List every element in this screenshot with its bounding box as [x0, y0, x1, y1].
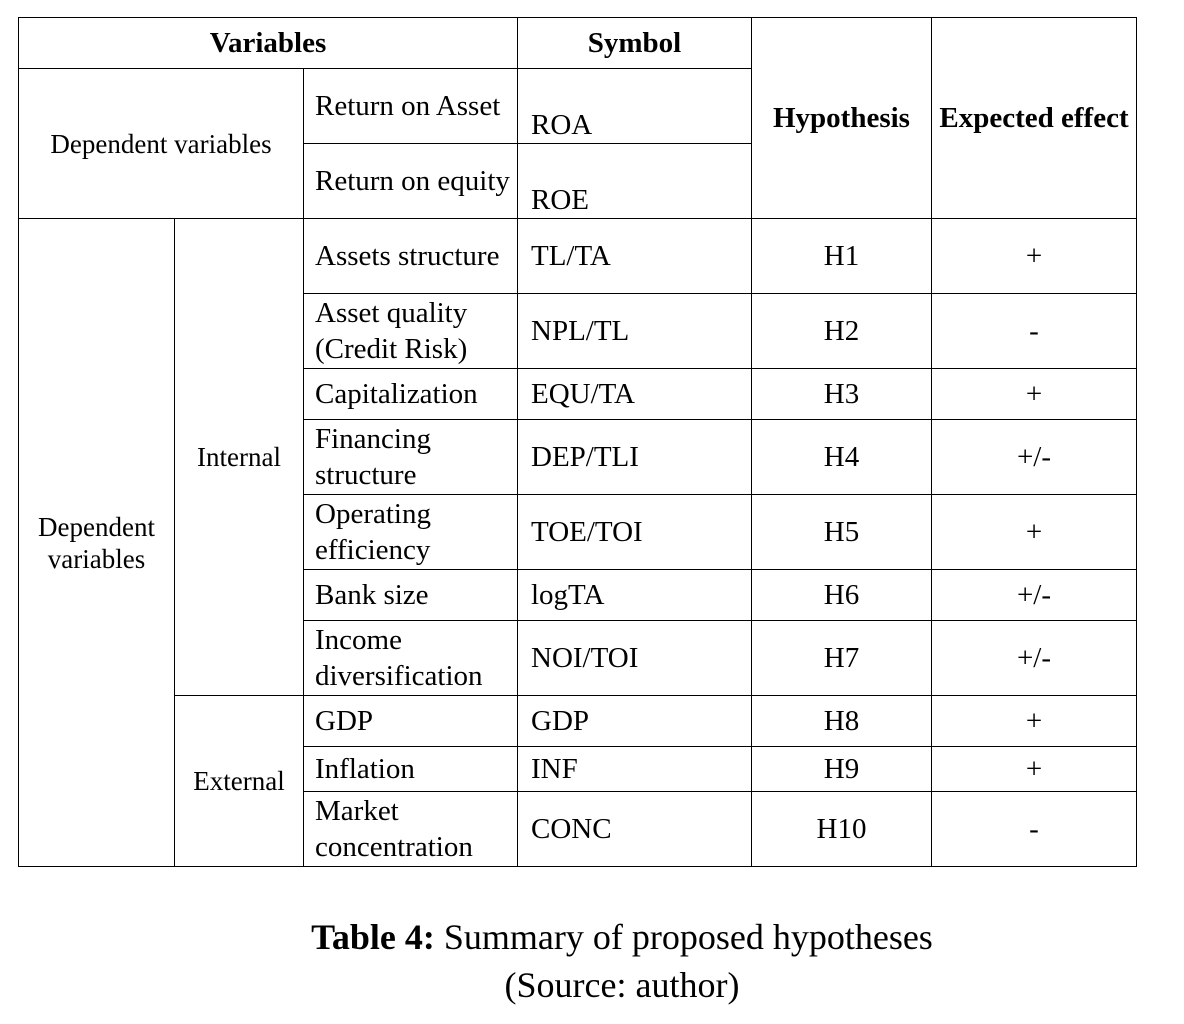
variable-cell: Bank size: [303, 569, 518, 621]
effect-cell: +: [931, 368, 1137, 420]
variable-cell: Asset quality (Credit Risk): [303, 293, 518, 369]
effect-cell: -: [931, 791, 1137, 867]
header-variables: Variables: [18, 17, 518, 69]
effect-cell: +: [931, 695, 1137, 747]
caption-label: Table 4:: [311, 917, 435, 957]
table-row: External GDP GDP H8 +: [19, 695, 1137, 867]
hypothesis-cell: H5: [751, 494, 932, 570]
table-row: Asset quality (Credit Risk) NPL/TL H2 -: [19, 293, 1137, 369]
variable-cell: Capitalization: [303, 368, 518, 420]
effect-cell: +/-: [931, 419, 1137, 495]
symbol-cell: DEP/TLI: [517, 419, 752, 495]
dependent-group-label: Dependent variables: [18, 68, 304, 219]
hypothesis-cell: H3: [751, 368, 932, 420]
variable-cell: Assets structure: [303, 218, 518, 294]
effect-cell: +/-: [931, 620, 1137, 696]
hypothesis-cell: H7: [751, 620, 932, 696]
table-row: Income diversification NOI/TOI H7 +/-: [19, 620, 1137, 696]
symbol-cell: TL/TA: [517, 218, 752, 294]
caption-source: (Source: author): [504, 965, 740, 1005]
variable-cell: Return on equity: [303, 143, 518, 219]
variable-cell: Return on Asset: [303, 68, 518, 144]
variable-cell: Income diversification: [303, 620, 518, 696]
variable-cell: GDP: [303, 695, 518, 747]
symbol-cell: NOI/TOI: [517, 620, 752, 696]
hypothesis-cell: H1: [751, 218, 932, 294]
independent-group-label: Dependent variables: [18, 218, 175, 867]
effect-cell: +: [931, 218, 1137, 294]
effect-cell: -: [931, 293, 1137, 369]
symbol-cell: ROE: [517, 143, 752, 219]
table-caption: Table 4: Summary of proposed hypotheses …: [0, 913, 1184, 1009]
hypothesis-cell: H8: [751, 695, 932, 747]
caption-line: Table 4: Summary of proposed hypotheses: [0, 913, 1184, 961]
table-row: Dependent variables Return on Asset ROA: [18, 68, 1137, 219]
header-expected-effect: Expected effect: [931, 17, 1137, 219]
variable-cell: Inflation: [303, 746, 518, 792]
header-symbol: Symbol: [517, 17, 752, 69]
internal-label: Internal: [174, 218, 304, 696]
header-hypothesis: Hypothesis: [751, 17, 932, 219]
symbol-cell: NPL/TL: [517, 293, 752, 369]
variable-cell: Market concentration: [303, 791, 518, 867]
hypothesis-cell: H4: [751, 419, 932, 495]
symbol-cell: ROA: [517, 68, 752, 144]
variable-cell: Operating efficiency: [303, 494, 518, 570]
table-row: Market concentration CONC H10 -: [19, 791, 1137, 867]
symbol-cell: logTA: [517, 569, 752, 621]
variable-cell: Financing structure: [303, 419, 518, 495]
symbol-cell: GDP: [517, 695, 752, 747]
symbol-cell: CONC: [517, 791, 752, 867]
table-row: Financing structure DEP/TLI H4 +/-: [19, 419, 1137, 495]
hypothesis-cell: H6: [751, 569, 932, 621]
external-label: External: [174, 695, 304, 867]
hypothesis-cell: H10: [751, 791, 932, 867]
symbol-cell: INF: [517, 746, 752, 792]
table-row: Bank size logTA H6 +/-: [19, 569, 1137, 621]
header-row: Variables Symbol Hypothesis Expected eff…: [18, 17, 1137, 219]
symbol-cell: EQU/TA: [517, 368, 752, 420]
effect-cell: +: [931, 494, 1137, 570]
caption-text: Summary of proposed hypotheses: [434, 917, 933, 957]
symbol-cell: TOE/TOI: [517, 494, 752, 570]
effect-cell: +: [931, 746, 1137, 792]
hypothesis-cell: H2: [751, 293, 932, 369]
table-row: Dependent variables Internal Assets stru…: [18, 218, 1137, 867]
hypotheses-table: Variables Symbol Hypothesis Expected eff…: [18, 17, 1137, 867]
hypothesis-cell: H9: [751, 746, 932, 792]
effect-cell: +/-: [931, 569, 1137, 621]
